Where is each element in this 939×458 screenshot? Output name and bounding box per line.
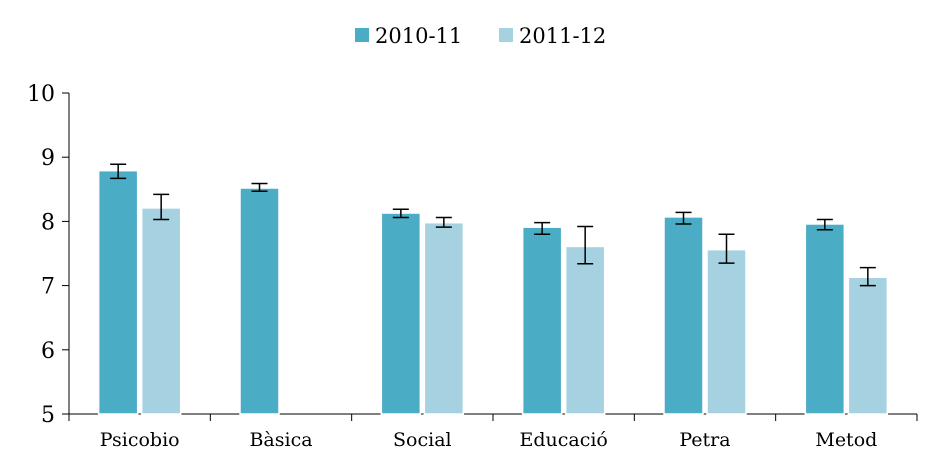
x-tick-label: Educació xyxy=(519,429,607,451)
y-tick-label: 10 xyxy=(27,82,55,107)
y-tick-label: 7 xyxy=(41,275,55,300)
bar-2011-12-Social xyxy=(423,221,465,415)
y-tick-label: 5 xyxy=(41,403,55,428)
bar-2010-11-Psicobio xyxy=(97,169,139,415)
bar-2010-11-Petra xyxy=(663,216,704,415)
bars xyxy=(97,169,889,415)
legend-label: 2010-11 xyxy=(375,24,462,48)
x-tick-label: Metod xyxy=(815,429,877,451)
y-axis: 5 6 7 8 9 10 xyxy=(27,82,70,428)
bar-2011-12-Petra xyxy=(706,248,747,415)
error-bar xyxy=(110,163,127,180)
error-bar xyxy=(816,218,833,231)
x-tick-label: Psicobio xyxy=(100,429,180,451)
bar-2011-12-Metod xyxy=(847,276,889,415)
error-bar xyxy=(577,225,594,265)
legend: 2010-11 2011-12 xyxy=(355,24,606,48)
legend-swatch xyxy=(499,28,513,42)
y-tick-label: 9 xyxy=(41,146,55,171)
legend-label: 2011-12 xyxy=(519,24,606,48)
error-bar xyxy=(153,193,170,221)
error-bar xyxy=(251,182,268,192)
y-tick-label: 6 xyxy=(41,339,55,364)
bar-2010-11-Bàsica xyxy=(239,187,280,415)
x-tick-label: Social xyxy=(393,429,452,451)
error-bar xyxy=(392,208,409,219)
error-bar xyxy=(718,233,735,264)
error-bar xyxy=(435,216,452,228)
error-bar xyxy=(859,266,876,287)
bar-2011-12-Psicobio xyxy=(140,207,182,415)
x-axis: Psicobio Bàsica Social Educació Petra Metod xyxy=(68,413,918,451)
x-tick-label: Petra xyxy=(679,429,730,451)
x-tick-label: Bàsica xyxy=(249,429,312,451)
bar-2010-11-Metod xyxy=(804,223,846,415)
error-bar xyxy=(534,221,551,235)
legend-swatch xyxy=(355,28,369,42)
legend-item: 2011-12 xyxy=(499,24,606,48)
bar-2011-12-Educació xyxy=(564,245,606,415)
error-bar xyxy=(675,211,692,225)
bar-2010-11-Social xyxy=(380,212,422,415)
error-bars xyxy=(110,163,876,287)
y-tick-label: 8 xyxy=(41,210,55,235)
bar-2010-11-Educació xyxy=(521,226,563,415)
legend-item: 2010-11 xyxy=(355,24,462,48)
